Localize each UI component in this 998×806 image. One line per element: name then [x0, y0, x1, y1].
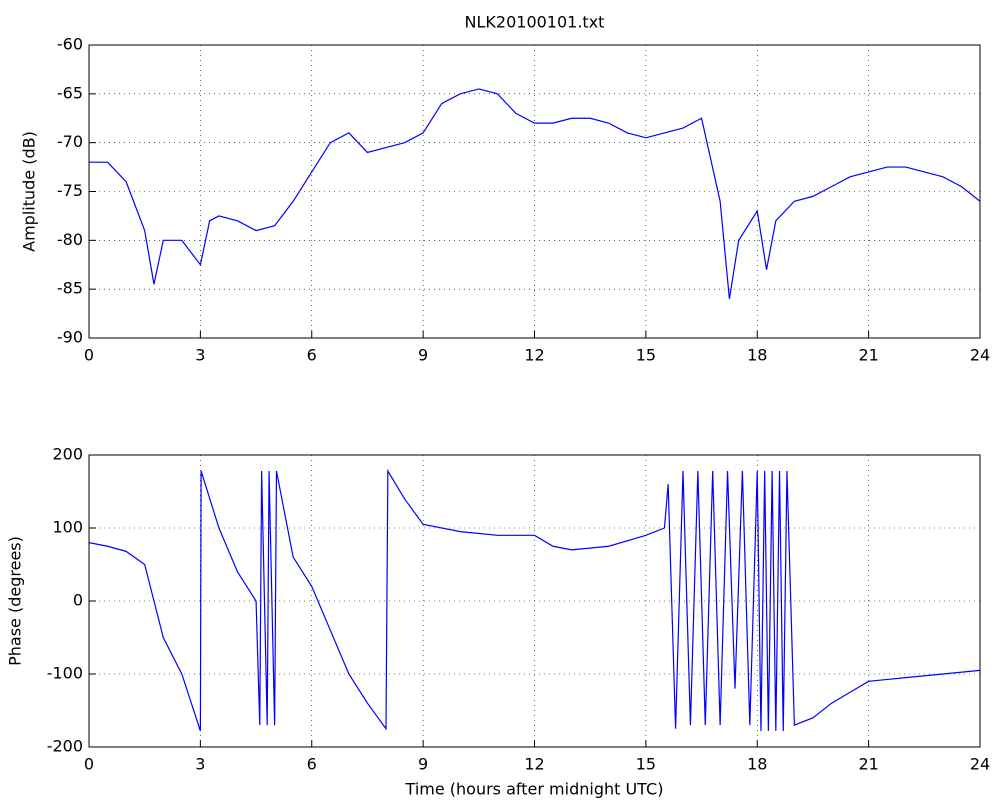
- y-tick-label: -85: [57, 279, 83, 298]
- x-axis-label: Time (hours after midnight UTC): [405, 780, 664, 799]
- x-tick-label: 9: [418, 755, 428, 774]
- x-tick-label: 0: [84, 755, 94, 774]
- x-tick-label: 15: [636, 346, 656, 365]
- y-tick-label: 200: [52, 445, 83, 464]
- x-tick-label: 3: [195, 755, 205, 774]
- y-axis-label: Amplitude (dB): [20, 131, 39, 252]
- y-tick-label: -200: [47, 737, 83, 756]
- y-tick-label: -80: [57, 230, 83, 249]
- x-tick-label: 15: [636, 755, 656, 774]
- x-tick-label: 12: [524, 755, 544, 774]
- chart-title: NLK20100101.txt: [465, 13, 605, 32]
- x-tick-label: 21: [858, 346, 878, 365]
- x-tick-label: 6: [307, 755, 317, 774]
- data-line: [88, 468, 981, 732]
- y-tick-label: -70: [57, 132, 83, 151]
- x-tick-label: 24: [970, 346, 990, 365]
- x-tick-label: 18: [747, 755, 767, 774]
- x-tick-label: 24: [970, 755, 990, 774]
- axes-frame: [88, 454, 981, 748]
- x-tick-label: 0: [84, 346, 94, 365]
- data-line: [89, 88, 981, 300]
- y-axis-label: Phase (degrees): [6, 536, 25, 666]
- y-tick-label: -100: [47, 664, 83, 683]
- x-tick-label: 9: [418, 346, 428, 365]
- y-tick-label: -60: [57, 35, 83, 54]
- axes-frame: [88, 44, 981, 339]
- x-tick-label: 21: [858, 755, 878, 774]
- y-tick-label: 0: [73, 591, 83, 610]
- y-tick-label: -75: [57, 181, 83, 200]
- x-tick-label: 18: [747, 346, 767, 365]
- x-tick-label: 6: [307, 346, 317, 365]
- y-tick-label: -90: [57, 328, 83, 347]
- y-tick-label: -65: [57, 83, 83, 102]
- y-tick-label: 100: [52, 518, 83, 537]
- x-tick-label: 12: [524, 346, 544, 365]
- x-tick-label: 3: [195, 346, 205, 365]
